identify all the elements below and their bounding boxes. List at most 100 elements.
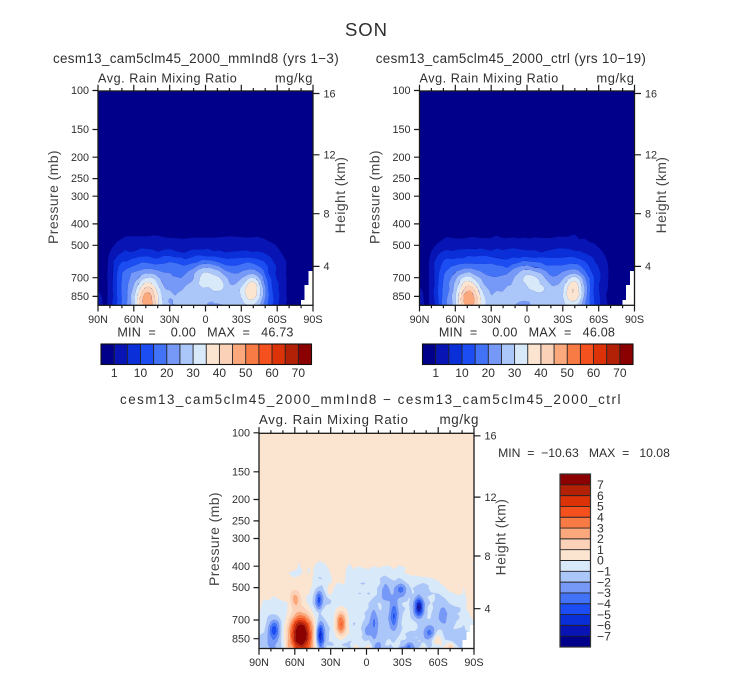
svg-text:40: 40 bbox=[213, 366, 227, 380]
svg-text:12: 12 bbox=[485, 492, 497, 504]
svg-text:12: 12 bbox=[645, 150, 657, 162]
svg-text:SON: SON bbox=[345, 19, 388, 40]
svg-text:150: 150 bbox=[232, 466, 250, 478]
svg-text:4: 4 bbox=[485, 604, 491, 616]
svg-text:MIN = 0.00 MAX = 46.7: MIN = 0.00 MAX = 46.73 bbox=[117, 326, 293, 340]
svg-text:MIN = −10.63 MAX = 10.0: MIN = −10.63 MAX = 10.08 bbox=[498, 446, 670, 460]
svg-text:90N: 90N bbox=[410, 314, 430, 326]
svg-text:2: 2 bbox=[597, 532, 604, 546]
svg-text:16: 16 bbox=[645, 88, 657, 100]
svg-text:12: 12 bbox=[324, 150, 336, 162]
svg-text:−6: −6 bbox=[597, 619, 611, 633]
svg-text:60: 60 bbox=[265, 366, 279, 380]
svg-text:300: 300 bbox=[71, 191, 89, 203]
svg-text:10: 10 bbox=[455, 366, 469, 380]
svg-text:500: 500 bbox=[392, 240, 410, 252]
svg-text:−5: −5 bbox=[597, 608, 611, 622]
svg-text:mg/kg: mg/kg bbox=[440, 412, 479, 427]
svg-text:1: 1 bbox=[597, 543, 604, 557]
svg-text:100: 100 bbox=[232, 427, 250, 439]
svg-text:Avg. Rain Mixing Ratio: Avg. Rain Mixing Ratio bbox=[259, 412, 409, 427]
svg-text:16: 16 bbox=[324, 88, 336, 100]
svg-text:Avg. Rain Mixing Ratio: Avg. Rain Mixing Ratio bbox=[420, 72, 559, 86]
svg-text:90N: 90N bbox=[249, 657, 269, 669]
svg-text:16: 16 bbox=[485, 431, 497, 443]
svg-text:−4: −4 bbox=[597, 597, 611, 611]
svg-text:Pressure (mb): Pressure (mb) bbox=[367, 150, 383, 244]
svg-text:4: 4 bbox=[597, 510, 604, 524]
svg-text:90S: 90S bbox=[464, 657, 483, 669]
svg-text:200: 200 bbox=[392, 152, 410, 164]
svg-text:40: 40 bbox=[534, 366, 548, 380]
svg-text:MIN = 0.00 MAX = 46.0: MIN = 0.00 MAX = 46.08 bbox=[439, 326, 615, 340]
svg-text:30N: 30N bbox=[481, 314, 501, 326]
svg-text:90S: 90S bbox=[625, 314, 644, 326]
svg-text:5: 5 bbox=[597, 500, 604, 514]
svg-text:cesm13_cam5clm45_2000_mmInd8 −: cesm13_cam5clm45_2000_mmInd8 − cesm13_ca… bbox=[120, 392, 622, 407]
svg-text:0: 0 bbox=[363, 657, 369, 669]
svg-text:6: 6 bbox=[597, 489, 604, 503]
svg-text:300: 300 bbox=[392, 191, 410, 203]
svg-text:Pressure (mb): Pressure (mb) bbox=[45, 150, 61, 244]
svg-text:90N: 90N bbox=[88, 314, 108, 326]
svg-text:300: 300 bbox=[232, 533, 250, 545]
svg-text:mg/kg: mg/kg bbox=[275, 71, 313, 86]
svg-text:30: 30 bbox=[508, 366, 522, 380]
svg-text:4: 4 bbox=[645, 261, 651, 273]
svg-text:850: 850 bbox=[392, 291, 410, 303]
svg-text:3: 3 bbox=[597, 521, 604, 535]
svg-text:250: 250 bbox=[232, 516, 250, 528]
svg-text:20: 20 bbox=[482, 366, 496, 380]
svg-text:30N: 30N bbox=[160, 314, 180, 326]
svg-text:60S: 60S bbox=[268, 314, 287, 326]
svg-text:30S: 30S bbox=[232, 314, 251, 326]
svg-text:150: 150 bbox=[392, 124, 410, 136]
svg-text:0: 0 bbox=[597, 554, 604, 568]
svg-text:mg/kg: mg/kg bbox=[596, 71, 634, 86]
svg-text:60N: 60N bbox=[445, 314, 465, 326]
svg-text:200: 200 bbox=[71, 152, 89, 164]
svg-text:400: 400 bbox=[392, 219, 410, 231]
svg-text:700: 700 bbox=[232, 615, 250, 627]
svg-text:50: 50 bbox=[561, 366, 575, 380]
svg-text:700: 700 bbox=[71, 272, 89, 284]
svg-text:500: 500 bbox=[232, 582, 250, 594]
svg-text:20: 20 bbox=[160, 366, 174, 380]
svg-text:60S: 60S bbox=[589, 314, 608, 326]
svg-text:400: 400 bbox=[71, 219, 89, 231]
svg-text:30: 30 bbox=[186, 366, 200, 380]
svg-text:60S: 60S bbox=[429, 657, 448, 669]
svg-text:7: 7 bbox=[597, 478, 604, 492]
svg-text:200: 200 bbox=[232, 494, 250, 506]
svg-text:60: 60 bbox=[587, 366, 601, 380]
svg-text:Height (km): Height (km) bbox=[653, 157, 669, 234]
svg-text:1: 1 bbox=[111, 366, 118, 380]
svg-text:30S: 30S bbox=[393, 657, 412, 669]
svg-text:60N: 60N bbox=[124, 314, 144, 326]
svg-text:0: 0 bbox=[524, 314, 530, 326]
svg-text:70: 70 bbox=[613, 366, 627, 380]
svg-text:50: 50 bbox=[239, 366, 253, 380]
svg-text:−1: −1 bbox=[597, 565, 611, 579]
svg-text:0: 0 bbox=[202, 314, 208, 326]
svg-text:Height (km): Height (km) bbox=[493, 499, 509, 576]
svg-text:60N: 60N bbox=[285, 657, 305, 669]
svg-text:30N: 30N bbox=[321, 657, 341, 669]
svg-text:Height (km): Height (km) bbox=[332, 157, 348, 234]
svg-text:70: 70 bbox=[292, 366, 306, 380]
svg-text:−2: −2 bbox=[597, 575, 611, 589]
svg-text:150: 150 bbox=[71, 124, 89, 136]
svg-text:cesm13_cam5clm45_2000_mmInd8 (: cesm13_cam5clm45_2000_mmInd8 (yrs 1−3) bbox=[53, 51, 339, 66]
svg-text:4: 4 bbox=[324, 261, 330, 273]
svg-text:cesm13_cam5clm45_2000_ctrl (yr: cesm13_cam5clm45_2000_ctrl (yrs 10−19) bbox=[376, 51, 646, 66]
svg-text:Pressure (mb): Pressure (mb) bbox=[206, 492, 222, 586]
svg-text:1: 1 bbox=[432, 366, 439, 380]
svg-text:500: 500 bbox=[71, 240, 89, 252]
svg-text:700: 700 bbox=[392, 272, 410, 284]
svg-text:−7: −7 bbox=[597, 629, 611, 643]
svg-text:400: 400 bbox=[232, 561, 250, 573]
svg-text:Avg. Rain Mixing Ratio: Avg. Rain Mixing Ratio bbox=[98, 72, 237, 86]
svg-text:30S: 30S bbox=[553, 314, 572, 326]
svg-text:100: 100 bbox=[392, 85, 410, 97]
svg-text:850: 850 bbox=[232, 633, 250, 645]
